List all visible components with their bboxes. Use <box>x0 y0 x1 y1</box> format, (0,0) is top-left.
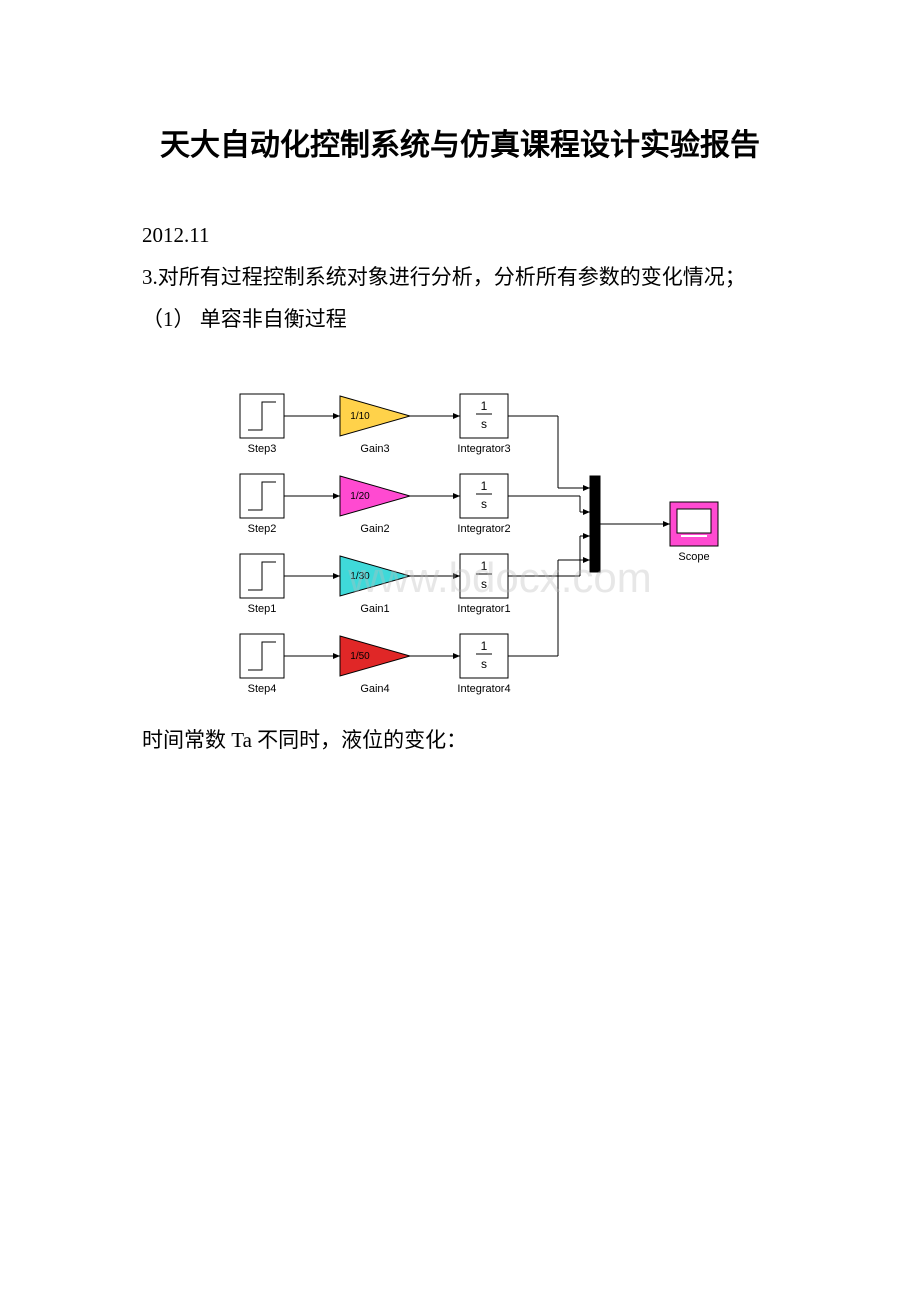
svg-text:1/20: 1/20 <box>350 491 370 502</box>
svg-text:1: 1 <box>481 479 488 493</box>
svg-text:Gain3: Gain3 <box>360 443 389 455</box>
para-3: 3.对所有过程控制系统对象进行分析，分析所有参数的变化情况； <box>100 256 820 298</box>
svg-text:www.bdocx.com: www.bdocx.com <box>347 554 651 601</box>
svg-text:Gain4: Gain4 <box>360 683 389 695</box>
svg-text:Step4: Step4 <box>248 683 277 695</box>
svg-text:Gain2: Gain2 <box>360 523 389 535</box>
svg-text:Step2: Step2 <box>248 523 277 535</box>
svg-text:1: 1 <box>481 639 488 653</box>
svg-text:Step1: Step1 <box>248 603 277 615</box>
para-after-diagram: 时间常数 Ta 不同时，液位的变化： <box>100 719 820 761</box>
svg-text:Integrator1: Integrator1 <box>457 603 510 615</box>
svg-text:Step3: Step3 <box>248 443 277 455</box>
diagram-svg: Step3 1/10 Gain3 1 s Integrator3 Step2 1/20 Gain… <box>230 364 750 704</box>
svg-text:s: s <box>481 417 487 431</box>
svg-text:s: s <box>481 657 487 671</box>
date-line: 2012.11 <box>100 214 820 256</box>
para-sub1: （1） 单容非自衡过程 <box>100 298 820 340</box>
svg-text:Integrator2: Integrator2 <box>457 523 510 535</box>
page-title: 天大自动化控制系统与仿真课程设计实验报告 <box>100 120 820 164</box>
svg-text:1/50: 1/50 <box>350 651 370 662</box>
svg-text:1: 1 <box>481 399 488 413</box>
date-text: 2012.11 <box>142 223 209 247</box>
simulink-diagram: Step3 1/10 Gain3 1 s Integrator3 Step2 1/20 Gain… <box>230 364 820 709</box>
svg-text:Integrator3: Integrator3 <box>457 443 510 455</box>
svg-text:Scope: Scope <box>678 551 709 563</box>
svg-text:Gain1: Gain1 <box>360 603 389 615</box>
svg-text:Integrator4: Integrator4 <box>457 683 510 695</box>
svg-text:s: s <box>481 497 487 511</box>
svg-text:1/10: 1/10 <box>350 411 370 422</box>
